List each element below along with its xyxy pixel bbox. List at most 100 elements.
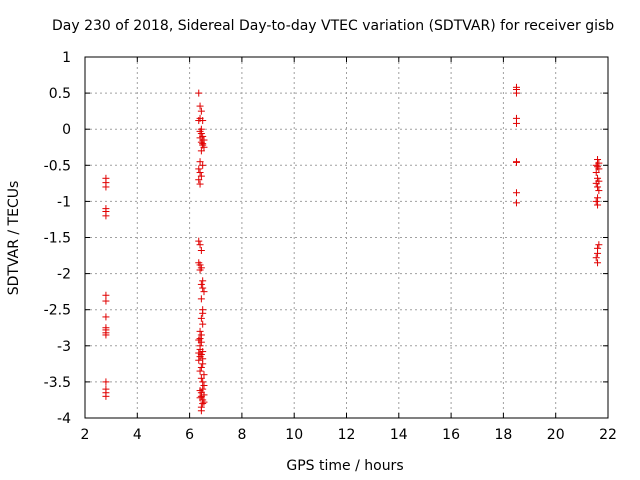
data-point: [197, 280, 205, 288]
data-point: [594, 174, 602, 182]
data-point: [196, 335, 204, 343]
data-point: [595, 187, 603, 195]
data-point: [197, 107, 205, 115]
data-point: [197, 338, 205, 346]
grid-lines: [85, 57, 608, 418]
data-point: [197, 331, 205, 339]
data-point: [196, 241, 204, 249]
data-point: [199, 161, 207, 169]
data-point: [199, 117, 207, 125]
y-tick-label: -1.5: [44, 231, 71, 247]
data-point: [196, 102, 204, 110]
data-point: [197, 138, 205, 146]
x-tick-label: 16: [442, 427, 460, 443]
data-point: [595, 165, 603, 173]
axis-ticks: [84, 56, 609, 419]
data-point: [594, 201, 602, 209]
data-point: [195, 89, 203, 97]
data-point: [512, 89, 520, 97]
data-point: [197, 295, 205, 303]
y-tick-label: -2: [57, 267, 71, 283]
x-tick-label: 22: [599, 427, 617, 443]
data-point: [200, 371, 208, 379]
y-tick-label: -4: [57, 411, 71, 427]
data-point: [102, 183, 110, 191]
data-point: [195, 165, 203, 173]
x-tick-label: 20: [547, 427, 565, 443]
data-point: [102, 392, 110, 400]
data-point: [195, 176, 203, 184]
x-tick-label: 12: [338, 427, 356, 443]
data-point: [196, 134, 204, 142]
y-tick-label: -3: [57, 339, 71, 355]
data-point: [197, 130, 205, 138]
x-tick-label: 14: [390, 427, 408, 443]
y-tick-label: -1: [57, 194, 71, 210]
data-point: [196, 158, 204, 166]
data-point: [199, 320, 207, 328]
y-tick-label: 1: [62, 50, 71, 66]
x-tick-label: 18: [494, 427, 512, 443]
data-point: [102, 313, 110, 321]
data-point: [197, 246, 205, 254]
data-point: [512, 189, 520, 197]
axis-tick-labels: 2 4 6 8 10 12 14 16 18 20 22 1 0.5 0 -0.5 -1 -1.5 -2 -2.5 -…: [44, 50, 617, 443]
data-point: [200, 398, 208, 406]
data-point: [196, 180, 204, 188]
data-point: [197, 363, 205, 371]
data-point: [594, 259, 602, 267]
data-point: [102, 331, 110, 339]
data-point: [595, 241, 603, 249]
data-point: [592, 179, 600, 187]
data-point: [199, 284, 207, 292]
data-point: [196, 367, 204, 375]
data-point: [195, 356, 203, 364]
data-point: [199, 277, 207, 285]
y-tick-label: -3.5: [44, 375, 71, 391]
data-point: [196, 327, 204, 335]
data-point: [200, 143, 208, 151]
data-point: [592, 197, 600, 205]
data-point: [197, 374, 205, 382]
data-point: [197, 172, 205, 180]
data-point: [102, 212, 110, 220]
data-point: [512, 199, 520, 207]
data-point: [594, 183, 602, 191]
data-point: [199, 400, 207, 408]
chart-title: Day 230 of 2018, Sidereal Day-to-day VTE…: [52, 18, 614, 34]
x-tick-label: 8: [237, 427, 246, 443]
data-point: [594, 194, 602, 202]
y-tick-label: -2.5: [44, 303, 71, 319]
y-tick-label: 0.5: [49, 86, 71, 102]
data-point: [199, 360, 207, 368]
x-tick-label: 10: [285, 427, 303, 443]
data-point: [512, 158, 520, 166]
y-tick-label: 0: [62, 122, 71, 138]
data-point: [199, 378, 207, 386]
data-point: [594, 249, 602, 257]
data-point: [196, 169, 204, 177]
data-points: [102, 83, 603, 415]
data-point: [200, 288, 208, 296]
x-tick-label: 4: [133, 427, 142, 443]
data-point: [199, 309, 207, 317]
data-point: [592, 254, 600, 262]
data-point: [197, 407, 205, 415]
data-point: [197, 392, 205, 400]
data-point: [592, 161, 600, 169]
y-axis-label: SDTVAR / TECUs: [6, 181, 22, 296]
data-point: [594, 156, 602, 164]
y-tick-label: -0.5: [44, 158, 71, 174]
data-point: [196, 266, 204, 274]
data-point: [512, 119, 520, 127]
data-point: [200, 382, 208, 390]
x-axis-label: GPS time / hours: [286, 458, 403, 474]
x-tick-label: 2: [81, 427, 90, 443]
data-point: [197, 314, 205, 322]
data-point: [197, 147, 205, 155]
data-point: [199, 348, 207, 356]
data-point: [102, 297, 110, 305]
data-point: [102, 378, 110, 386]
x-tick-label: 6: [185, 427, 194, 443]
